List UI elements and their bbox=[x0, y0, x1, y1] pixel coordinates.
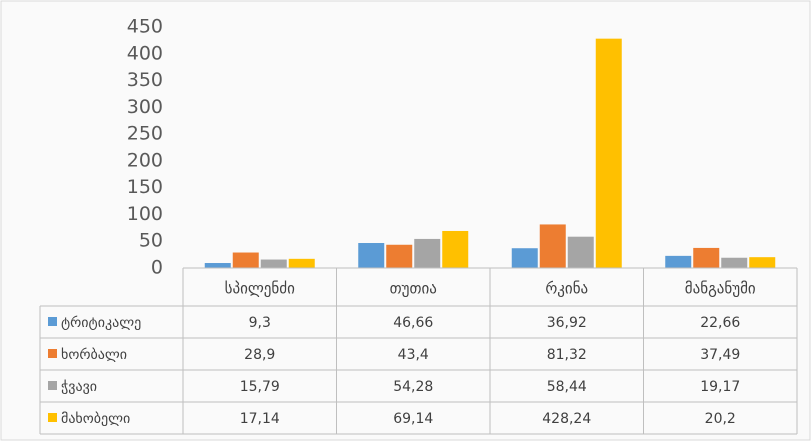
x-tick-label: სპილენძი bbox=[225, 280, 295, 298]
y-tick-label: 350 bbox=[127, 69, 163, 91]
table-cell: 43,4 bbox=[398, 347, 429, 363]
table-cell: 37,49 bbox=[700, 347, 740, 363]
table-cell: 36,92 bbox=[547, 315, 587, 331]
legend-label: ჭვავი bbox=[61, 379, 97, 395]
y-tick-label: 50 bbox=[139, 230, 163, 252]
bar bbox=[204, 263, 231, 268]
table-cell: 20,2 bbox=[705, 411, 736, 427]
bar bbox=[539, 224, 566, 268]
bar bbox=[721, 257, 748, 268]
y-tick-label: 450 bbox=[127, 16, 163, 38]
bar bbox=[442, 230, 469, 268]
legend-label: მახობელი bbox=[61, 411, 130, 427]
bar bbox=[749, 257, 776, 268]
table-cell: 9,3 bbox=[249, 315, 271, 331]
bar bbox=[693, 247, 720, 268]
y-tick-label: 100 bbox=[127, 203, 163, 225]
legend-swatch bbox=[48, 349, 57, 358]
bar bbox=[386, 244, 413, 268]
table-cell: 19,17 bbox=[700, 379, 740, 395]
table-cell: 17,14 bbox=[240, 411, 280, 427]
table-cell: 54,28 bbox=[393, 379, 433, 395]
legend-swatch bbox=[48, 317, 57, 326]
legend-label: ტრიტიკალე bbox=[61, 314, 141, 331]
bar bbox=[414, 238, 441, 268]
bar bbox=[260, 259, 287, 268]
x-tick-label: რკინა bbox=[545, 280, 588, 298]
y-tick-label: 150 bbox=[127, 176, 163, 198]
bar bbox=[358, 243, 385, 268]
bar bbox=[567, 236, 594, 268]
table-cell: 28,9 bbox=[244, 347, 275, 363]
table-cell: 81,32 bbox=[547, 347, 587, 363]
y-tick-label: 250 bbox=[127, 123, 163, 145]
legend-label: ხორბალი bbox=[61, 346, 127, 363]
bar bbox=[595, 38, 622, 269]
bar bbox=[288, 258, 315, 268]
bar bbox=[511, 248, 538, 268]
legend-swatch bbox=[48, 381, 57, 390]
y-tick-label: 400 bbox=[127, 42, 163, 64]
legend-swatch bbox=[48, 413, 57, 422]
x-tick-label: თუთია bbox=[390, 280, 437, 298]
y-tick-label: 300 bbox=[127, 96, 163, 118]
bar bbox=[665, 255, 692, 268]
bar bbox=[232, 252, 259, 268]
x-tick-label: მანგანუმი bbox=[685, 280, 756, 298]
table-cell: 46,66 bbox=[393, 315, 433, 331]
table-cell: 15,79 bbox=[240, 379, 280, 395]
y-tick-label: 200 bbox=[127, 149, 163, 171]
table-cell: 69,14 bbox=[393, 411, 433, 427]
table-cell: 22,66 bbox=[700, 315, 740, 331]
y-tick-label: 0 bbox=[151, 257, 163, 279]
table-cell: 58,44 bbox=[547, 379, 587, 395]
table-cell: 428,24 bbox=[542, 411, 591, 427]
